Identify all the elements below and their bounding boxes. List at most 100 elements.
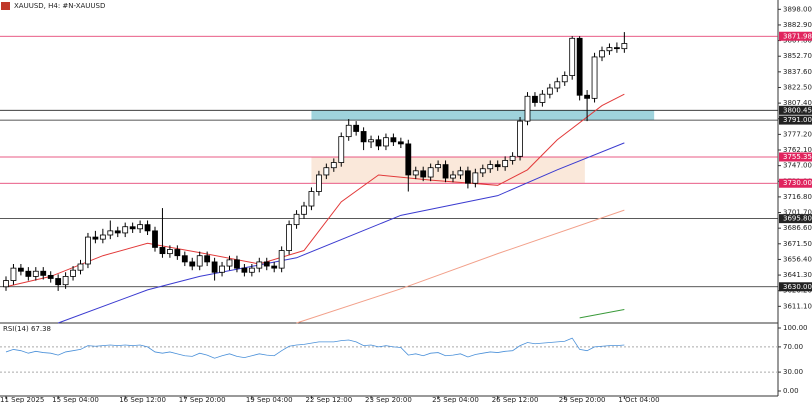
candle-body [532,95,538,103]
candle-body [591,56,598,99]
candle-body [196,255,203,267]
y-tick-label: 3701.70 [783,209,812,217]
candle-body [137,224,144,230]
x-tick-label: 29 Sep 20:00 [559,396,606,403]
candle-body [554,81,561,89]
candle-body [390,137,397,143]
y-tick-label: 3747.00 [783,162,812,170]
candle-body [166,249,173,255]
candle-body [219,265,225,273]
level-label: 3791.00 [783,116,812,124]
candle-body [383,137,389,147]
candle-body [479,168,486,174]
moving-average [57,142,625,324]
candle-body [174,249,181,257]
y-tick-label: 3777.20 [783,130,812,138]
x-tick-label: 15 Sep 04:00 [52,396,99,403]
candle-body [546,87,553,95]
candle-body [211,261,218,273]
candle-body [92,236,99,240]
candle-body [472,172,479,184]
candle-body [353,124,360,132]
level-label: 3755.35 [783,153,812,161]
y-tick-label: 3822.50 [783,83,812,91]
moving-average [579,309,625,319]
rsi-title: RSI(14) 67.38 [3,325,51,333]
y-tick-label: 3686.60 [783,224,812,232]
candle-body [457,170,464,176]
level-label-bg [779,214,812,224]
candle-body [47,274,54,279]
level-label: 3800.45 [783,106,812,114]
chart-title: XAUUSD, H4: #N-XAUUSD [14,2,105,10]
candle-body [323,167,330,176]
candle-body [25,270,32,277]
x-tick-label: 19 Sep 04:00 [246,396,293,403]
rsi-tick-label: 70.00 [783,343,803,351]
candle-body [330,162,337,169]
moving-average [296,209,625,324]
candle-body [614,47,620,50]
y-tick-label: 3762.10 [783,146,812,154]
candle-body [85,236,91,265]
candle-body [345,124,352,138]
candle-body [271,265,278,269]
candle-body [263,261,270,267]
candle-body [32,270,39,277]
candle-body [442,164,449,179]
candle-body [40,270,47,276]
candle-body [159,247,166,255]
rsi-tick-label: 0.00 [783,387,799,395]
candle-body [599,50,605,58]
candle-body [256,261,263,269]
candle-body [62,276,69,286]
candle-body [55,278,62,286]
candle-body [293,213,300,226]
level-label: 3630.00 [783,283,812,291]
candle-body [107,230,114,236]
level-label-bg [779,152,812,162]
candle-body [450,174,456,179]
candle-body [3,280,9,288]
candle-body [539,93,546,103]
y-tick-label: 3671.50 [783,240,812,248]
candle-body [487,164,494,170]
x-tick-label: 23 Sep 20:00 [365,396,412,403]
candle-body [315,174,322,192]
candle-body [405,143,412,176]
candle-body [338,136,345,163]
candle-body [517,120,523,157]
y-tick-label: 3807.40 [783,99,812,107]
y-tick-label: 3882.90 [783,21,812,29]
candle-body [576,37,583,96]
candle-body [234,259,240,269]
x-tick-label: 17 Sep 20:00 [179,396,226,403]
moving-average [5,93,625,288]
candle-body [152,230,158,248]
candle-body [278,250,285,269]
candle-body [99,234,106,240]
candle-body [464,170,471,184]
candle-body [368,139,374,143]
candle-body [360,131,367,143]
x-tick-label: 22 Sep 12:00 [305,396,352,403]
y-tick-label: 3641.30 [783,271,812,279]
candle-body [502,160,509,168]
candle-body [189,261,196,267]
y-tick-label: 3852.70 [783,52,812,60]
y-tick-label: 3656.40 [783,255,812,263]
y-tick-label: 3611.10 [783,302,812,310]
x-tick-label: 11 Sep 2025 [0,396,44,403]
x-tick-label: 25 Sep 04:00 [432,396,479,403]
candle-body [248,267,255,273]
candle-body [569,37,576,76]
candle-body [301,205,307,215]
level-label: 3871.98 [783,32,812,40]
candle-body [561,75,568,83]
level-label-bg [779,282,812,292]
candle-body [144,224,151,232]
candle-body [427,167,434,178]
level-label: 3695.80 [783,215,812,223]
